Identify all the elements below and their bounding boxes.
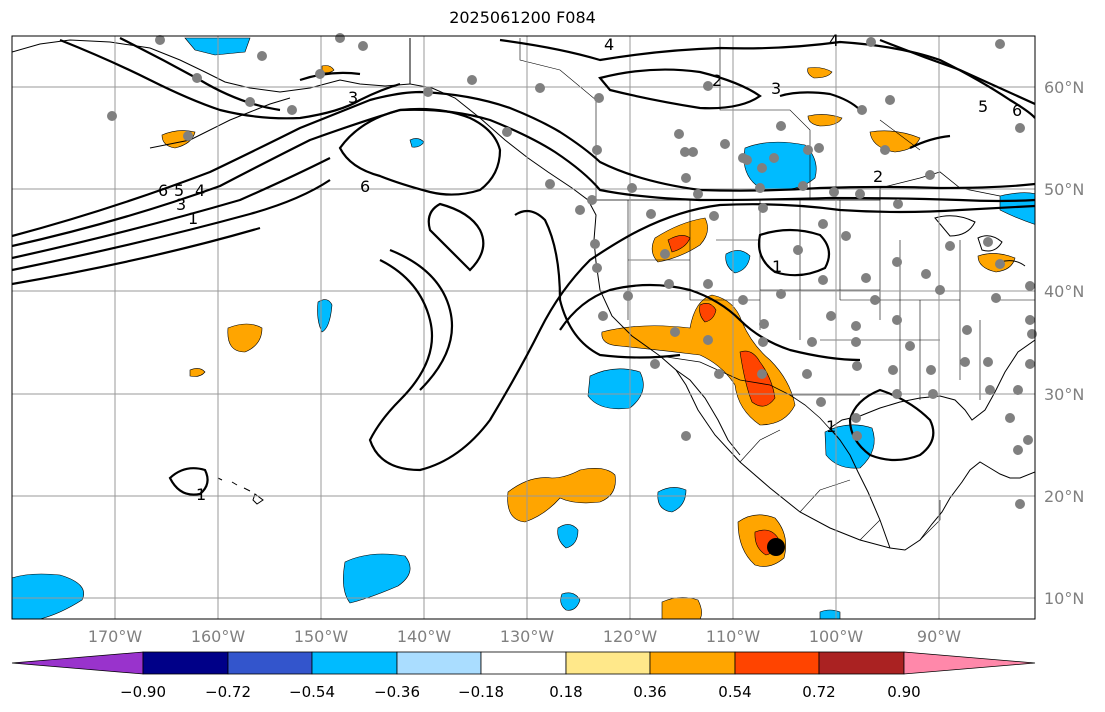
longitude-labels: 170°W 160°W 150°W 140°W 130°W 120°W 110°… (88, 627, 961, 646)
contour-label: 6 (360, 177, 370, 196)
contour-label: 2 (712, 71, 722, 90)
canada-provinces (519, 38, 921, 200)
contour-label: 6 (1012, 101, 1022, 120)
aleutians (149, 97, 291, 149)
contour-label: 3 (771, 79, 781, 98)
negative-anomaly-patches (12, 37, 1035, 619)
gulf-coast (829, 339, 1035, 549)
lon-label: 170°W (88, 627, 143, 646)
contour-label: 4 (604, 35, 614, 54)
lon-label: 130°W (500, 627, 555, 646)
lon-label: 120°W (603, 627, 658, 646)
contour-labels: 4 4 3 2 3 5 6 6 6 5 4 3 1 2 1 1 1 (158, 31, 1022, 504)
latitude-labels: 60°N 50°N 40°N 30°N 20°N 10°N (1044, 78, 1084, 608)
colorbar-segment (480, 651, 567, 675)
lat-label: 50°N (1044, 180, 1084, 199)
colorbar-tick: 0.54 (718, 683, 751, 701)
contour-label: 4 (195, 181, 205, 200)
lon-label: 160°W (191, 627, 246, 646)
contour-label: 4 (829, 31, 839, 50)
lon-label: 100°W (809, 627, 864, 646)
lon-label: 110°W (706, 627, 761, 646)
storm-center-marker (767, 538, 785, 556)
lat-label: 30°N (1044, 385, 1084, 404)
colorbar-tick: 0.90 (887, 683, 920, 701)
colorbar-segment (734, 651, 820, 675)
lon-label: 150°W (294, 627, 349, 646)
colorbar-tick: −0.36 (374, 683, 420, 701)
colorbar-segment (818, 651, 905, 675)
coastline (409, 38, 1035, 551)
station-markers (107, 33, 1037, 509)
colorbar-segment (311, 651, 398, 675)
contour-label: 2 (873, 167, 883, 186)
lat-label: 10°N (1044, 589, 1084, 608)
colorbar-ticks: −0.90 −0.72 −0.54 −0.36 −0.18 0.18 0.36 … (120, 683, 921, 701)
baja-coast (675, 369, 741, 456)
colorbar (11, 651, 1036, 675)
contour-label: 5 (978, 97, 988, 116)
contour-label: 1 (196, 485, 206, 504)
map-frame (11, 35, 1036, 620)
colorbar-tick: −0.18 (458, 683, 504, 701)
contour-label: 1 (772, 257, 782, 276)
contour-label: 5 (174, 181, 184, 200)
contour-label: 3 (176, 195, 186, 214)
colorbar-segment (396, 651, 482, 675)
graticule (12, 36, 1035, 619)
height-contours (12, 37, 1035, 496)
contour-label: 1 (188, 209, 198, 228)
map-title: 2025061200 F084 (449, 8, 596, 27)
colorbar-tick: −0.72 (205, 683, 251, 701)
mexico-states (739, 429, 941, 541)
lat-label: 40°N (1044, 282, 1084, 301)
alaska-coast (12, 39, 411, 93)
colorbar-tick: 0.72 (802, 683, 835, 701)
lat-label: 60°N (1044, 78, 1084, 97)
contour-label: 3 (348, 88, 358, 107)
lon-label: 140°W (397, 627, 452, 646)
lon-label: 90°W (917, 627, 961, 646)
colorbar-tick: −0.90 (120, 683, 166, 701)
contour-label: 1 (826, 417, 836, 436)
colorbar-tick: 0.36 (633, 683, 666, 701)
contour-label: 6 (158, 181, 168, 200)
colorbar-tick: −0.54 (289, 683, 335, 701)
colorbar-segment (565, 651, 651, 675)
positive-anomaly-patches (161, 65, 1016, 619)
us-mexico-border (659, 355, 841, 441)
hawaii (217, 477, 264, 505)
colorbar-segment (227, 651, 313, 675)
colorbar-tick: 0.18 (549, 683, 582, 701)
colorbar-extend-high (903, 651, 1036, 675)
lat-label: 20°N (1044, 487, 1084, 506)
colorbar-segment (649, 651, 736, 675)
colorbar-extend-low (11, 651, 144, 675)
colorbar-segment (142, 651, 229, 675)
